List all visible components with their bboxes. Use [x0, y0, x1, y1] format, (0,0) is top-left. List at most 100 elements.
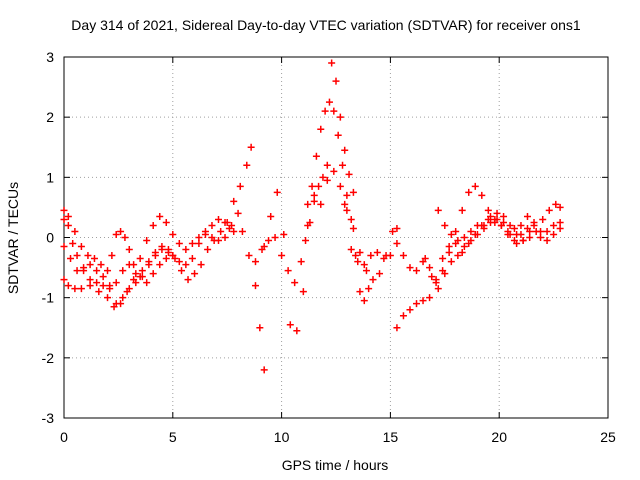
data-point	[545, 206, 553, 214]
data-point	[84, 252, 92, 260]
data-point	[77, 243, 85, 251]
data-point	[130, 276, 138, 284]
data-point	[156, 261, 164, 269]
data-point	[458, 249, 466, 257]
data-point	[73, 267, 81, 275]
data-point	[454, 237, 462, 245]
data-point	[77, 285, 85, 293]
data-point	[341, 200, 349, 208]
data-point	[132, 270, 140, 278]
data-point	[93, 267, 101, 275]
chart-title: Day 314 of 2021, Sidereal Day-to-day VTE…	[71, 17, 581, 33]
data-point	[447, 258, 455, 266]
data-point	[323, 176, 331, 184]
data-point	[108, 252, 116, 260]
data-point	[271, 234, 279, 241]
data-point	[441, 221, 449, 229]
data-point	[484, 206, 492, 214]
data-point	[349, 224, 357, 232]
data-point	[343, 206, 351, 214]
x-tick-label: 5	[169, 429, 177, 445]
x-axis-label: GPS time / hours	[282, 457, 389, 473]
x-tick-label: 15	[383, 429, 399, 445]
data-point	[86, 276, 94, 284]
data-point	[526, 227, 534, 235]
y-tick-label: 3	[46, 49, 54, 65]
data-point	[389, 227, 397, 235]
data-point	[60, 206, 68, 214]
data-point	[373, 249, 381, 257]
data-point	[419, 297, 427, 305]
data-point	[467, 227, 475, 235]
data-point	[188, 255, 196, 263]
x-tick-label: 20	[491, 429, 507, 445]
data-point	[169, 230, 177, 238]
data-point	[280, 230, 288, 238]
data-point	[434, 285, 442, 293]
data-point	[428, 273, 436, 281]
data-point	[460, 234, 468, 241]
x-tick-label: 0	[60, 429, 68, 445]
data-point	[365, 285, 373, 293]
data-point	[386, 252, 394, 260]
data-point	[310, 191, 318, 199]
data-point	[195, 240, 203, 248]
data-point	[310, 197, 318, 205]
data-point	[556, 218, 564, 226]
data-point	[467, 237, 475, 245]
data-point	[251, 258, 259, 266]
data-point	[500, 212, 508, 220]
data-point	[393, 240, 401, 248]
data-point	[519, 237, 527, 245]
data-point	[556, 224, 564, 232]
data-point	[110, 303, 118, 311]
data-point	[162, 255, 170, 263]
data-point	[421, 255, 429, 263]
y-axis-label: SDTVAR / TECUs	[5, 182, 21, 294]
data-point	[362, 267, 370, 275]
data-point	[221, 218, 229, 226]
data-point	[336, 113, 344, 121]
data-point	[347, 246, 355, 254]
data-point	[550, 221, 558, 229]
data-point	[452, 227, 460, 235]
data-point	[182, 246, 190, 254]
data-point	[315, 182, 323, 190]
data-point	[354, 258, 362, 266]
data-point	[73, 252, 81, 260]
data-point	[243, 161, 251, 169]
data-point	[184, 276, 192, 284]
data-point	[330, 107, 338, 115]
data-point	[225, 224, 233, 232]
data-point	[299, 288, 307, 296]
data-point	[260, 366, 268, 374]
data-series	[60, 59, 564, 374]
data-point	[69, 240, 77, 248]
data-point	[60, 215, 68, 223]
data-point	[471, 182, 479, 190]
data-point	[506, 230, 514, 238]
data-point	[64, 212, 72, 220]
data-point	[204, 246, 212, 254]
data-point	[251, 282, 259, 290]
data-point	[130, 261, 138, 269]
y-tick-label: -1	[42, 290, 55, 306]
data-point	[323, 161, 331, 169]
data-point	[208, 221, 216, 229]
data-point	[465, 188, 473, 196]
data-point	[247, 143, 255, 151]
data-point	[201, 227, 209, 235]
data-point	[97, 261, 105, 269]
data-point	[343, 191, 351, 199]
data-point	[286, 321, 294, 329]
data-point	[112, 279, 120, 287]
data-point	[345, 170, 353, 178]
data-point	[304, 221, 312, 229]
data-point	[297, 258, 305, 266]
data-point	[99, 273, 107, 281]
data-point	[317, 200, 325, 208]
data-point	[360, 261, 368, 269]
data-point	[439, 255, 447, 263]
data-point	[341, 146, 349, 154]
data-point	[517, 221, 525, 229]
